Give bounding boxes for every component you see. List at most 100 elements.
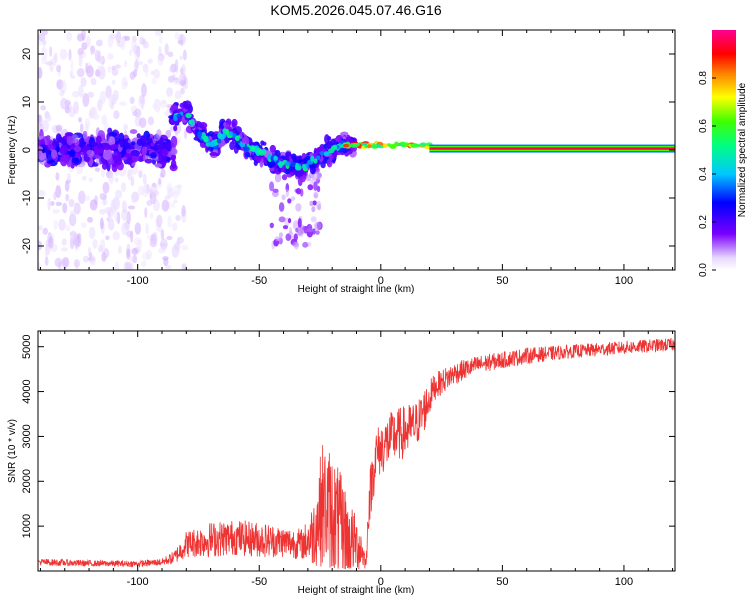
noise-blob: [138, 117, 147, 128]
band-blob: [82, 130, 88, 140]
noise-blob: [123, 81, 128, 87]
noise-blob: [296, 225, 304, 236]
noise-blob: [313, 181, 318, 192]
noise-blob: [81, 175, 87, 181]
noise-blob: [314, 221, 322, 231]
noise-blob: [171, 222, 178, 232]
noise-blob: [88, 177, 94, 183]
noise-blob: [169, 67, 173, 73]
band-blob: [85, 156, 91, 162]
x-tick-label: 100: [615, 275, 633, 287]
noise-blob: [138, 170, 143, 179]
noise-blob: [140, 104, 145, 110]
noise-blob: [131, 247, 139, 255]
carrier-halo: [229, 141, 235, 151]
noise-blob: [153, 68, 160, 79]
noise-blob: [164, 43, 169, 56]
noise-blob: [110, 199, 116, 214]
noise-blob: [88, 226, 96, 240]
noise-blob: [295, 188, 302, 195]
carrier-halo: [327, 136, 332, 141]
noise-blob: [175, 214, 181, 222]
noise-blob: [305, 174, 312, 182]
noise-blob: [136, 239, 143, 250]
noise-blob: [115, 189, 123, 199]
noise-blob: [139, 94, 145, 105]
carrier-core: [316, 155, 321, 160]
noise-blob: [147, 58, 153, 64]
band-blob: [141, 146, 147, 156]
noise-blob: [38, 240, 43, 251]
noise-blob: [59, 48, 68, 61]
noise-blob: [167, 51, 174, 58]
noise-blob: [55, 172, 60, 181]
carrier-halo: [285, 151, 292, 157]
noise-blob: [107, 34, 114, 48]
noise-blob: [99, 217, 104, 230]
noise-blob: [81, 42, 88, 51]
noise-blob: [154, 30, 163, 37]
noise-blob: [49, 58, 54, 73]
noise-blob: [107, 218, 115, 231]
noise-blob: [269, 181, 275, 192]
noise-blob: [65, 193, 70, 202]
noise-blob: [123, 123, 128, 131]
noise-blob: [124, 60, 128, 67]
band-blob: [86, 149, 94, 156]
band-blob: [154, 163, 163, 168]
noise-blob: [45, 61, 53, 66]
band-blob: [51, 149, 58, 159]
carrier-halo: [267, 160, 276, 168]
noise-blob: [115, 31, 122, 44]
carrier-halo: [198, 121, 208, 129]
noise-blob: [159, 173, 164, 178]
noise-blob: [93, 113, 100, 120]
carrier-core: [319, 151, 325, 156]
band-blob: [97, 142, 103, 149]
converge-blob: [343, 143, 350, 148]
band-blob: [119, 138, 124, 148]
noise-blob: [104, 206, 112, 214]
carrier-core: [208, 141, 215, 147]
noise-blob: [167, 214, 172, 229]
noise-blob: [278, 202, 285, 212]
colorbar-label: Normalized spectral amplitude: [737, 82, 748, 217]
noise-blob: [94, 49, 99, 62]
noise-blob: [302, 241, 309, 248]
noise-blob: [129, 71, 136, 80]
colorbar-tick-label: 0.8: [698, 71, 709, 85]
noise-blob: [157, 56, 164, 66]
noise-blob: [278, 232, 284, 238]
noise-blob: [69, 70, 74, 77]
noise-blob: [281, 194, 286, 201]
band-blob: [142, 141, 148, 147]
band-blob: [94, 154, 101, 159]
noise-blob: [306, 227, 313, 233]
noise-blob: [107, 66, 112, 73]
noise-blob: [274, 236, 282, 242]
noise-blob: [97, 65, 105, 72]
noise-blob: [312, 228, 316, 235]
converge-blob: [367, 144, 372, 148]
band-blob: [144, 158, 153, 164]
noise-blob: [173, 199, 178, 204]
band-blob: [55, 146, 61, 153]
carrier-halo: [340, 131, 349, 137]
noise-blob: [129, 49, 133, 56]
noise-blob: [67, 173, 71, 182]
carrier-core: [310, 155, 315, 162]
noise-blob: [184, 83, 188, 90]
spectrogram-x-label: Height of straight line (km): [298, 284, 415, 295]
spectrogram-y-label: Frequency (Hz): [7, 116, 18, 185]
band-blob: [101, 145, 112, 151]
noise-blob: [183, 128, 188, 140]
noise-blob: [181, 64, 186, 76]
noise-blob: [114, 261, 120, 270]
carrier-core: [216, 138, 222, 144]
noise-blob: [310, 216, 317, 223]
noise-blob: [54, 257, 63, 268]
carrier-halo: [227, 126, 233, 131]
carrier-core: [284, 161, 291, 166]
noise-blob: [81, 221, 87, 229]
